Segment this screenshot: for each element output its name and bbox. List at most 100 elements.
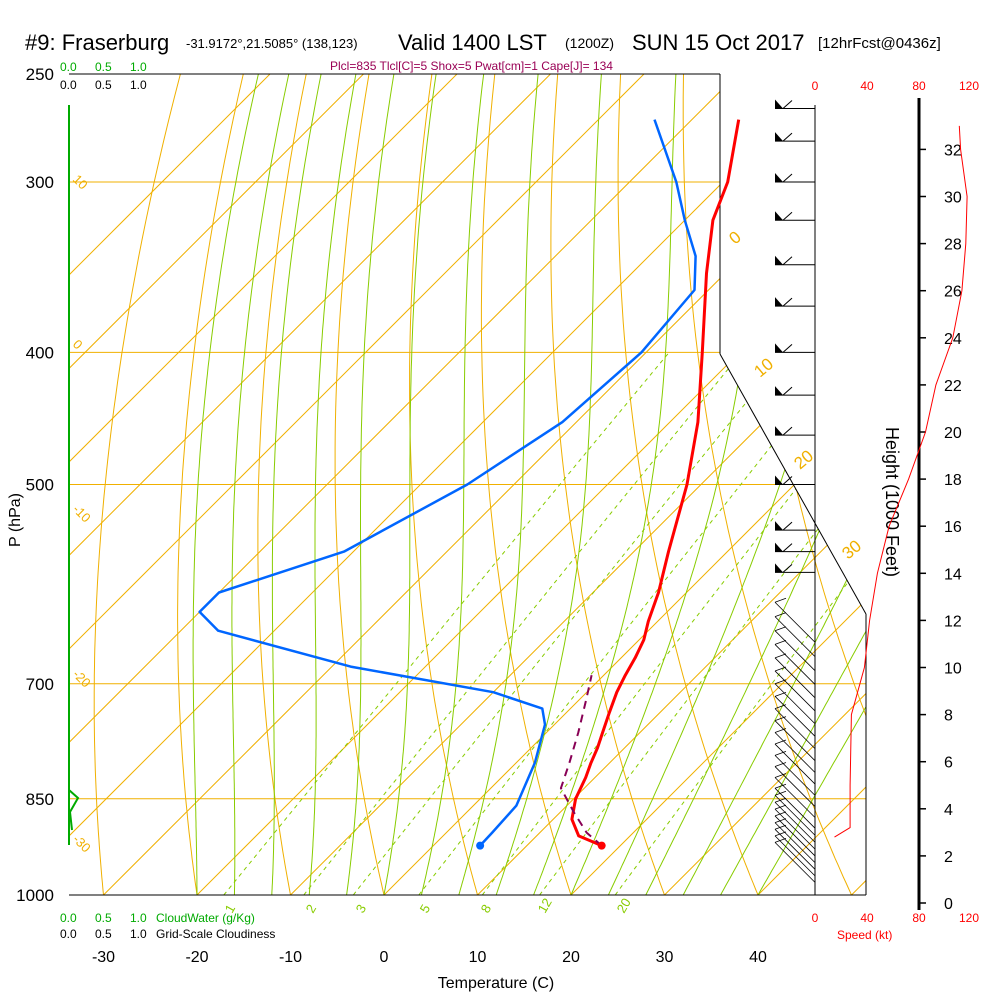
speed-tick-bottom: 80 [912,911,926,925]
isotherm-label: 0 [70,337,86,353]
wind-barb-flag [774,653,787,659]
wind-barb-pennant [775,475,783,485]
forecast-date: SUN 15 Oct 2017 [632,30,804,55]
pressure-tick-label: 500 [26,476,54,495]
isotherm-line [69,74,497,895]
mixing-ratio-line [223,351,670,895]
cloudiness-tick: 1.0 [130,927,147,941]
height-tick-label: 18 [944,472,962,489]
wind-barb-staff [774,670,816,712]
wind-barb [774,612,816,657]
cloudwater-tick: 1.0 [130,60,147,74]
mixing-ratio-label: 12 [535,895,555,915]
height-tick-label: 20 [944,425,962,442]
wind-barb-staff [774,657,816,699]
wind-barb-pennant [775,132,783,142]
theta-label: 20 [790,446,817,473]
pressure-tick-label: 850 [26,790,54,809]
pressure-tick-label: 300 [26,173,54,192]
pressure-tick-label: 700 [26,675,54,694]
moist-adiabat [271,74,332,895]
wind-barb-staff [774,732,816,773]
series-line-dewpoint [198,119,697,847]
mixing-ratio-label: 5 [417,902,434,916]
wind-barb-pennant [775,99,783,109]
wind-barb-flag [782,386,793,396]
wind-barb [775,297,815,307]
height-tick-label: 26 [944,284,962,301]
series-line-temperature [570,119,741,847]
moist-adiabat [682,74,866,895]
cloudiness-tick: 0.0 [60,927,77,941]
wind-barb-flag [782,132,793,142]
wind-barb-flag [782,297,793,307]
wind-barb-flag [774,739,787,745]
wind-barb-staff [774,829,816,870]
cloud-scale-top: 0.0 0.5 1.0 0.0 0.5 1.0 [60,60,147,92]
wind-barb-staff [774,644,816,685]
isotherm-line [851,74,866,895]
isotherm-line [570,74,866,895]
height-tick-label: 10 [944,661,962,678]
wind-barb-flag [774,666,787,672]
wind-barb [775,386,815,396]
x-axis-title: Temperature (C) [438,975,554,992]
isotherm-line [477,74,866,895]
wind-barb-flag [774,818,787,824]
height-tick-label: 24 [944,331,962,348]
wind-barb-pennant [775,211,783,221]
pressure-tick-label: 400 [26,343,54,362]
wind-barb-flag [774,762,787,767]
dry-adiabat [550,74,665,895]
temperature-tick-label: -30 [92,949,115,966]
temperature-tick-label: 20 [562,949,580,966]
speed-tick-bottom: 0 [812,911,819,925]
wind-barb-staff [774,794,816,836]
speed-scale: 0 40 80 120 0 40 80 120 Speed (kt) [812,79,980,942]
wind-barb-flag [774,728,787,733]
moist-adiabat [495,74,606,895]
mixing-ratio-line [481,351,866,895]
temperature-tick-label: -20 [185,949,208,966]
wind-barb-staff [774,787,816,829]
wind-barb-staff [774,755,816,796]
wind-barb-flag [774,838,787,843]
speed-tick-top: 120 [959,79,979,93]
height-tick-label: 8 [944,708,953,725]
moist-adiabat [607,74,866,895]
pressure-tick-label: 1000 [16,886,54,905]
mixing-ratio-label: 8 [478,902,495,916]
isotherm-line [664,74,866,895]
cloudwater-tick: 0.0 [60,60,77,74]
wind-barb [774,838,816,883]
wind-barb-staff [774,777,816,818]
isotherm-line [103,74,866,895]
wind-barb-flag [782,343,793,353]
wind-barb-flag [774,804,787,810]
height-tick-label: 30 [944,190,962,207]
mixing-ratio-label: 20 [614,895,634,915]
wind-barb [774,640,816,685]
dry-adiabat [93,74,202,895]
wind-barb-staff [774,601,816,643]
theta-label: 10 [750,354,777,381]
background-lines [69,0,1000,895]
mixing-ratio-label: 3 [353,902,370,916]
location-coords: -31.9172°,21.5085° (138,123) [186,36,358,51]
wind-barb [775,99,815,110]
wind-barb-flag [782,521,793,531]
wind-barb-staff [774,842,816,883]
isotherm-line [945,0,1000,895]
height-tick-label: 4 [944,802,953,819]
moist-adiabat [192,74,271,895]
wind-barb [775,211,815,221]
wind-barb-staff [774,822,816,863]
moist-adiabat [757,74,866,895]
wind-barb-pennant [775,521,783,531]
wind-barb [774,626,816,671]
moist-adiabat [308,74,366,895]
wind-barb-flag [774,783,787,789]
wind-barb [775,255,815,266]
wind-barb [774,783,816,829]
